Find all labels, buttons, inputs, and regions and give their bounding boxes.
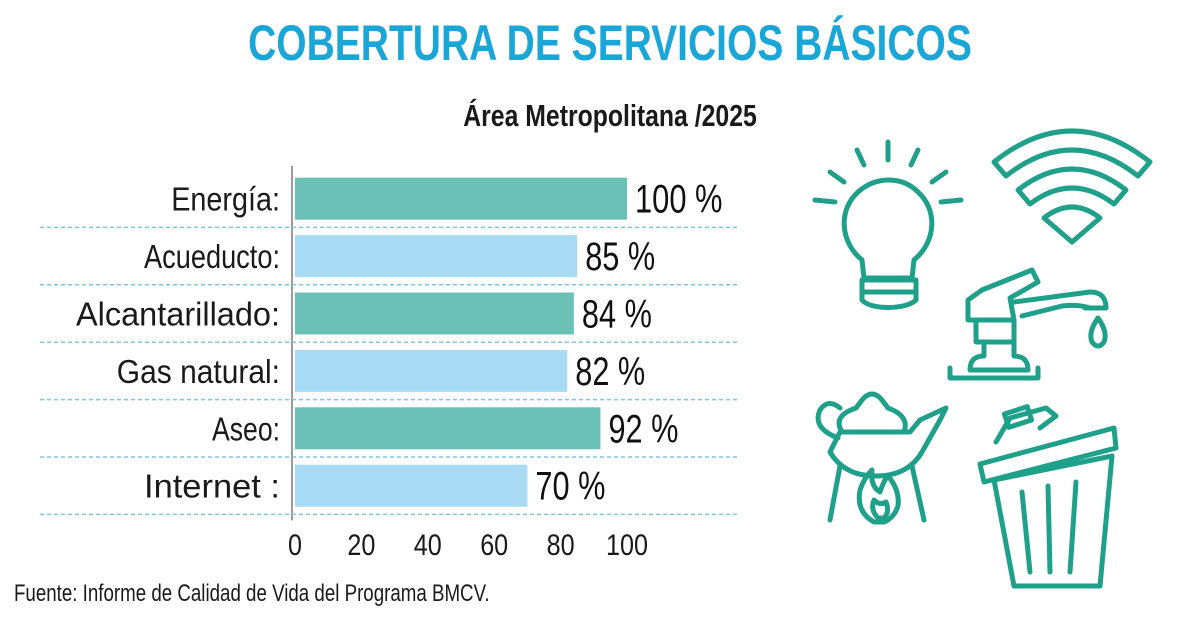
category-label-2: Alcantarillado: bbox=[76, 296, 280, 333]
category-label-1: Acueducto: bbox=[144, 238, 280, 275]
x-tick-label-3: 60 bbox=[480, 529, 508, 562]
bar-5 bbox=[295, 464, 528, 507]
wifi-icon bbox=[991, 128, 1153, 245]
x-tick-label-1: 20 bbox=[347, 529, 375, 562]
x-tick-label-0: 0 bbox=[288, 529, 302, 562]
bar-0 bbox=[295, 177, 627, 220]
value-label-1: 85 % bbox=[585, 235, 655, 279]
x-tick-label-5: 100 bbox=[606, 529, 648, 562]
kettle-on-fire-icon bbox=[815, 391, 949, 525]
bar-4 bbox=[295, 407, 601, 450]
bar-2 bbox=[295, 292, 574, 335]
source-note: Fuente: Informe de Calidad de Vida del P… bbox=[14, 580, 490, 607]
value-label-3: 82 % bbox=[575, 350, 645, 394]
service-icons bbox=[812, 128, 1153, 589]
faucet-icon bbox=[947, 267, 1109, 381]
value-label-0: 100 % bbox=[635, 178, 723, 222]
chart-subtitle: Área Metropolitana /2025 bbox=[463, 98, 757, 133]
category-label-0: Energía: bbox=[171, 181, 280, 218]
light-bulb-icon bbox=[812, 139, 964, 310]
bar-3 bbox=[295, 349, 568, 392]
category-label-3: Gas natural: bbox=[117, 353, 280, 390]
bar-chart: Energía: 100 % Acueducto: 85 % Alcantarillad… bbox=[40, 166, 738, 562]
value-label-5: 70 % bbox=[535, 465, 605, 509]
value-label-4: 92 % bbox=[608, 407, 678, 451]
value-label-2: 84 % bbox=[582, 293, 652, 337]
chart-title: COBERTURA DE SERVICIOS BÁSICOS bbox=[248, 15, 972, 71]
category-label-5: Internet : bbox=[144, 468, 280, 505]
x-tick-label-4: 80 bbox=[547, 529, 575, 562]
category-label-4: Aseo: bbox=[212, 410, 280, 447]
trash-bin-icon bbox=[977, 404, 1119, 589]
x-tick-label-2: 40 bbox=[414, 529, 442, 562]
bar-1 bbox=[295, 235, 578, 278]
